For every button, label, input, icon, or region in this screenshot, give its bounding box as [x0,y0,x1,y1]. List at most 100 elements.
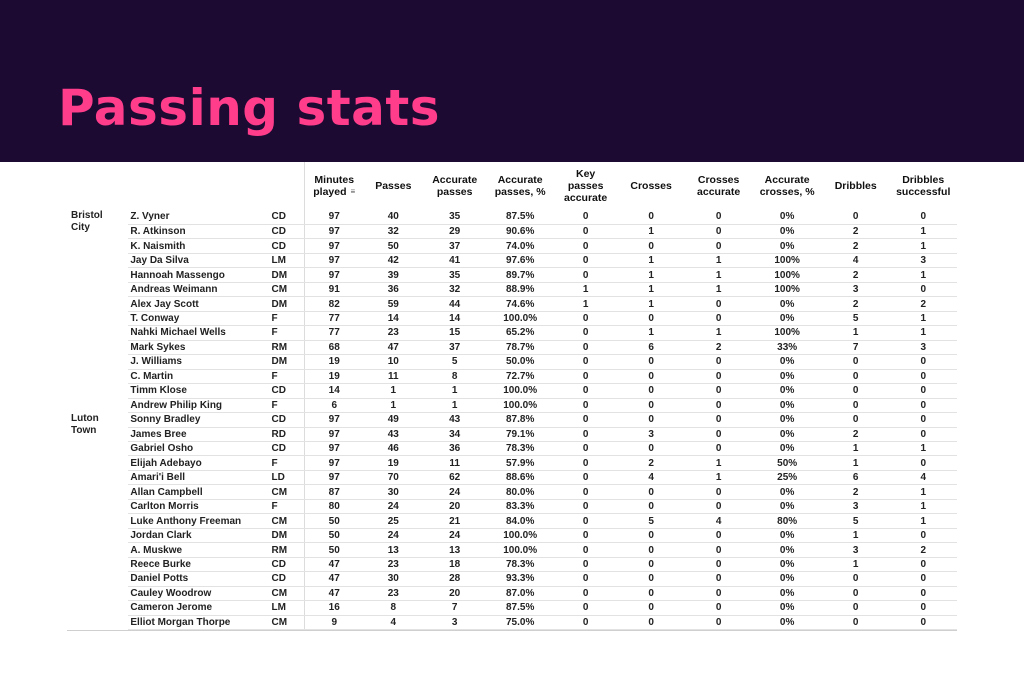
column-header[interactable]: Crosses [617,162,685,210]
column-header-label: Key [576,168,596,180]
stat-cell: 0% [752,557,822,573]
column-header-label: accurate [564,192,608,204]
stat-cell: 59 [363,296,423,312]
column-header-label: Crosses [630,180,672,192]
stat-cell: 2 [821,427,890,443]
stat-cell: 87.5% [486,210,554,225]
stat-cell: 9 [303,615,364,631]
stat-cell: 0% [752,369,822,385]
stat-cell: 80% [752,513,822,529]
stat-cell: 13 [422,542,487,558]
stat-cell: 0 [617,615,685,631]
table-row: T. Conway F 77 14 14 100.0% 0 0 0 0% 5 1 [67,311,957,327]
stat-cell: 0 [617,210,685,225]
stat-cell: 1 [889,499,957,515]
team-name-cell: Luton Town [67,413,128,630]
stat-cell: 1 [821,557,890,573]
player-name-cell: Nahki Michael Wells [128,325,270,341]
stat-cell: 0 [684,571,753,587]
column-header[interactable]: Minutes played ≡ [303,162,364,210]
stat-cell: 0 [821,210,890,225]
column-header[interactable]: Accurate passes, % [486,162,554,210]
stat-cell: 70 [363,470,423,486]
stat-cell: 0 [889,528,957,544]
stat-cell: 0 [684,296,753,312]
position-cell: CD [269,557,305,573]
sort-filter-icon[interactable]: ≡ [350,187,356,197]
stat-cell: 4 [363,615,423,631]
column-header[interactable]: Dribbles successful [889,162,957,210]
stat-cell: 25% [752,470,822,486]
stat-cell: 89.7% [486,267,554,283]
stat-cell: 0 [617,542,685,558]
column-header[interactable]: Key passes accurate [554,162,617,210]
stat-cell: 5 [821,311,890,327]
stat-cell: 0 [617,369,685,385]
table-row: Jordan Clark DM 50 24 24 100.0% 0 0 0 0% 1 0 [67,528,957,544]
stat-cell: 87.8% [486,412,554,428]
stat-cell: 0% [752,528,822,544]
stat-cell: 43 [363,427,423,443]
player-name-cell: Andreas Weimann [128,282,270,298]
column-header[interactable]: Dribbles [822,162,890,210]
column-header-label: crosses, % [759,186,815,198]
stat-cell: 50.0% [486,354,554,370]
player-name-cell: Alex Jay Scott [128,296,270,312]
stat-cell: 0 [821,354,890,370]
position-cell: CM [269,513,305,529]
stat-cell: 0 [684,484,753,500]
column-header[interactable]: Crosses accurate [685,162,753,210]
position-cell: CD [269,224,305,240]
stat-cell: 14 [363,311,423,327]
stat-cell: 77 [303,311,364,327]
column-header[interactable]: Passes [364,162,423,210]
stat-cell: 100.0% [486,542,554,558]
stat-cell: 4 [821,253,890,269]
stat-cell: 0 [821,571,890,587]
position-cell: DM [269,528,305,544]
stat-cell: 68 [303,340,364,356]
player-name-cell: Jay Da Silva [128,253,270,269]
table-row: Gabriel Osho CD 97 46 36 78.3% 0 0 0 0% 1 1 [67,441,957,457]
stat-cell: 33% [752,340,822,356]
column-header-label: successful [896,186,951,198]
stat-cell: 0 [617,499,685,515]
team-name-label: Bristol [71,210,103,221]
stat-cell: 0 [553,253,618,269]
stat-cell: 97 [303,427,364,443]
table-row: James Bree RD 97 43 34 79.1% 0 3 0 0% 2 0 [67,427,957,443]
player-name-cell: James Bree [128,427,270,443]
stat-cell: 0 [617,398,685,414]
table-row: Cameron Jerome LM 16 8 7 87.5% 0 0 0 0% 0 0 [67,600,957,616]
stat-cell: 13 [363,542,423,558]
stat-cell: 4 [684,513,753,529]
stat-cell: 18 [422,557,487,573]
table-row: Reece Burke CD 47 23 18 78.3% 0 0 0 0% 1 0 [67,557,957,573]
table-row: Andreas Weimann CM 91 36 32 88.9% 1 1 1 100% 3 0 [67,282,957,298]
stat-cell: 50 [303,542,364,558]
stat-cell: 7 [422,600,487,616]
stat-cell: 2 [889,296,957,312]
stat-cell: 0 [553,398,618,414]
stat-cell: 29 [422,224,487,240]
stat-cell: 1 [617,267,685,283]
stat-cell: 1 [684,325,753,341]
stat-cell: 65.2% [486,325,554,341]
stat-cell: 32 [422,282,487,298]
stat-cell: 0 [684,441,753,457]
column-header[interactable]: Accurate passes [423,162,486,210]
column-header[interactable]: Accurate crosses, % [752,162,822,210]
table-row: Andrew Philip King F 6 1 1 100.0% 0 0 0 0% 0 0 [67,398,957,414]
stat-cell: 41 [422,253,487,269]
stat-cell: 16 [303,600,364,616]
position-cell: CD [269,238,305,254]
stat-cell: 1 [617,325,685,341]
table-row: J. Williams DM 19 10 5 50.0% 0 0 0 0% 0 0 [67,354,957,370]
stat-cell: 0 [889,557,957,573]
stat-cell: 23 [363,325,423,341]
stat-cell: 0 [553,600,618,616]
stat-cell: 2 [821,267,890,283]
table-row: Amari'i Bell LD 97 70 62 88.6% 0 4 1 25% 6 4 [67,470,957,486]
table-row: Elliot Morgan Thorpe CM 9 4 3 75.0% 0 0 0 0% 0 0 [67,615,957,631]
stat-cell: 3 [422,615,487,631]
